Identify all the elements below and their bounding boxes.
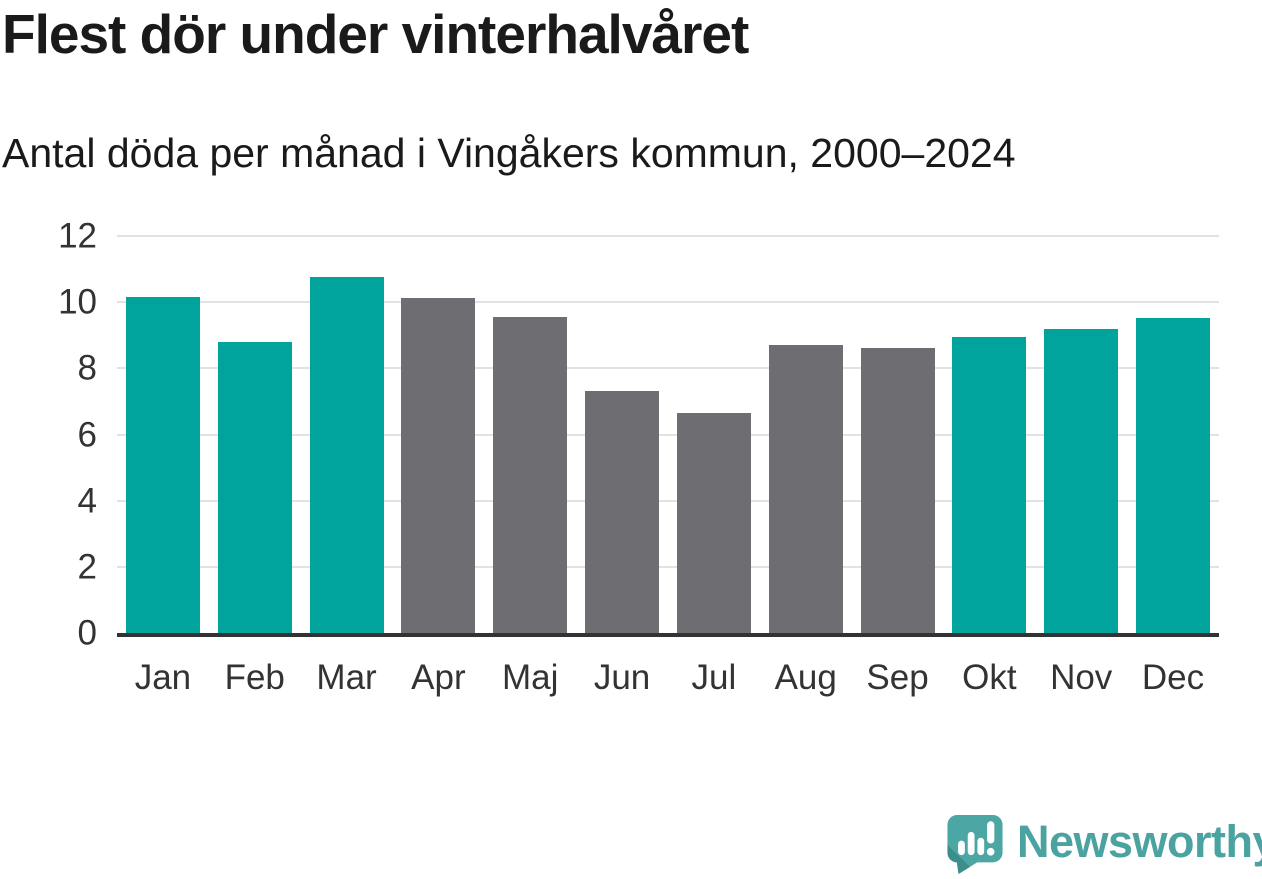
bar-column-nov xyxy=(1035,236,1127,633)
gridline-y2 xyxy=(117,565,1219,568)
x-tick-label-apr: Apr xyxy=(411,658,466,697)
y-tick-label-4: 4 xyxy=(77,481,97,521)
x-tick-label-okt: Okt xyxy=(962,658,1017,697)
x-tick-label-feb: Feb xyxy=(224,658,285,697)
bar-column-mar xyxy=(301,236,393,633)
newsworthy-logo-icon xyxy=(947,814,1003,874)
newsworthy-branding: Newsworthy xyxy=(946,812,1262,876)
gridline-y10 xyxy=(117,301,1219,304)
x-tick-label-maj: Maj xyxy=(502,658,559,697)
y-tick-label-8: 8 xyxy=(77,348,97,388)
bar-jul xyxy=(676,413,751,633)
bars-layer xyxy=(117,236,1219,633)
bar-feb xyxy=(217,341,292,633)
bar-dec xyxy=(1136,318,1211,633)
plot-area xyxy=(117,235,1219,637)
chart-title: Flest dör under vinterhalvåret xyxy=(2,3,749,65)
y-axis-tick-labels: 0 2 4 6 8 10 12 xyxy=(0,219,97,651)
bar-jun xyxy=(585,390,660,633)
bar-column-sep xyxy=(852,236,944,633)
bar-column-feb xyxy=(209,236,301,633)
x-tick-label-jan: Jan xyxy=(134,658,192,697)
bar-aug xyxy=(768,344,843,633)
gridline-y12 xyxy=(117,235,1219,237)
bar-column-aug xyxy=(760,236,852,633)
bar-column-maj xyxy=(484,236,576,633)
x-tick-label-aug: Aug xyxy=(774,658,837,697)
x-tick-label-sep: Sep xyxy=(866,658,929,697)
bar-column-jul xyxy=(668,236,760,633)
bar-maj xyxy=(493,316,568,633)
x-tick-label-dec: Dec xyxy=(1141,658,1205,697)
x-tick-label-jul: Jul xyxy=(691,658,737,697)
bar-nov xyxy=(1044,328,1119,633)
bar-column-jan xyxy=(117,236,209,633)
newsworthy-wordmark: Newsworthy xyxy=(1017,815,1262,867)
y-tick-label-12: 12 xyxy=(58,216,97,256)
bar-sep xyxy=(860,348,935,633)
x-tick-label-mar: Mar xyxy=(316,658,377,697)
bar-column-okt xyxy=(943,236,1035,633)
x-tick-label-nov: Nov xyxy=(1050,658,1113,697)
bar-jan xyxy=(125,296,200,633)
bar-column-jun xyxy=(576,236,668,633)
chart-subtitle: Antal döda per månad i Vingåkers kommun,… xyxy=(2,130,1016,176)
x-tick-label-jun: Jun xyxy=(593,658,651,697)
bar-column-dec xyxy=(1127,236,1219,633)
x-axis-month-labels: Jan Feb Mar Apr Maj Jun Jul Aug Sep Okt Nov Dec xyxy=(117,658,1219,698)
bar-okt xyxy=(952,336,1027,633)
y-tick-label-6: 6 xyxy=(77,415,97,454)
gridline-y8 xyxy=(117,367,1219,370)
gridline-y4 xyxy=(117,499,1219,502)
gridline-y6 xyxy=(117,433,1219,436)
bar-column-apr xyxy=(392,236,484,633)
bar-mar xyxy=(309,277,384,633)
x-axis-baseline xyxy=(117,633,1219,637)
y-tick-label-0: 0 xyxy=(77,613,97,653)
bar-apr xyxy=(401,298,476,633)
y-tick-label-10: 10 xyxy=(58,282,97,322)
y-tick-label-2: 2 xyxy=(77,547,97,587)
